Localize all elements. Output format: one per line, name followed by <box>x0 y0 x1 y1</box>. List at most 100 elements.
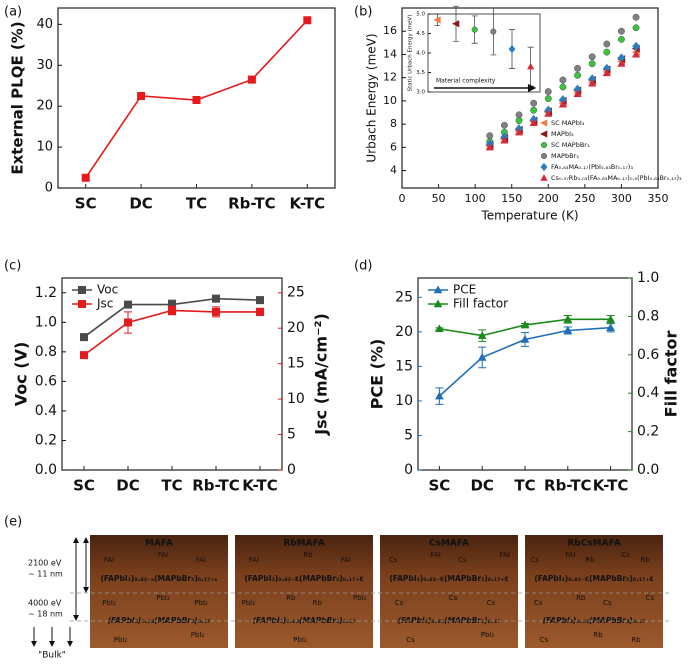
data-point <box>588 53 596 61</box>
x-tick-label: SC <box>73 477 95 495</box>
inset-point <box>490 28 497 35</box>
legend-label: Jsc <box>96 297 113 311</box>
y-tick-label: 0.4 <box>35 403 57 419</box>
inset-point <box>452 20 460 28</box>
data-point <box>573 89 582 97</box>
inset-y-label: Static Urbach Energy (meV) <box>408 15 414 92</box>
inset-y-tick-label: 3.0 <box>416 90 425 96</box>
data-point <box>618 35 625 43</box>
x-tick-label: K-TC <box>593 477 629 495</box>
inset-y-tick-label: 4.5 <box>416 31 425 37</box>
data-point <box>632 50 641 58</box>
panel-label: (d) <box>354 259 372 274</box>
data-point <box>486 132 494 140</box>
data-point <box>563 325 573 334</box>
y-tick-label: 6 <box>390 140 397 153</box>
legend-label: MAPbBr₃ <box>551 152 579 160</box>
box-title: MAFA <box>145 539 173 549</box>
y-tick-label: 10 <box>383 94 397 107</box>
data-point <box>212 307 220 316</box>
inset-point <box>433 16 441 24</box>
species-label: PbI₂ <box>156 594 170 602</box>
species-label: PbI₂ <box>293 636 307 644</box>
data-point <box>514 128 524 136</box>
y2-tick-label: 25 <box>287 285 305 301</box>
box-title: RbCsMAFA <box>567 539 620 549</box>
y2-tick-label: 10 <box>287 391 305 407</box>
y-tick-label: 0.2 <box>35 432 57 448</box>
y2-tick-label: 0.0 <box>637 462 659 478</box>
legend-label: SC MAPbBr₃ <box>551 141 590 149</box>
species-label: Rb <box>585 556 595 564</box>
y-tick-label: 8 <box>390 117 397 130</box>
plot-frame <box>417 277 633 471</box>
legend-marker <box>433 299 443 308</box>
y2-axis-label: Jsc (mA/cm⁻²) <box>312 313 331 436</box>
legend-marker <box>540 130 548 138</box>
species-label: Cs <box>395 599 404 607</box>
y-tick-label: 25 <box>395 289 413 305</box>
data-point <box>80 351 88 360</box>
depth-size: ~ 18 nm <box>28 610 63 619</box>
legend-label: SC MAPbI₃ <box>551 119 585 127</box>
y-axis-label: PCE (%) <box>368 339 387 410</box>
x-tick-label: 200 <box>538 192 559 205</box>
data-point <box>137 91 146 100</box>
data-point <box>303 16 312 25</box>
x-tick-label: SC <box>428 477 450 495</box>
surface-formula: (FAPbI₃)₀.₈₃₋ε(MAPbBr₃)₀.₁₇₊ε <box>389 574 508 583</box>
y2-tick-label: 5 <box>287 427 296 443</box>
species-label: Cs <box>531 556 540 564</box>
species-label: FAI <box>104 556 114 564</box>
panel-label: (e) <box>4 515 22 530</box>
species-label: PbI₂ <box>353 594 367 602</box>
data-point <box>606 314 615 323</box>
inset-point <box>527 62 535 70</box>
species-label: PbI₂ <box>191 631 205 639</box>
layer-box <box>380 535 518 648</box>
data-point <box>168 306 176 315</box>
species-label: Rb <box>576 594 586 602</box>
y-tick-label: 20 <box>395 324 413 340</box>
x-tick-label: K-TC <box>242 477 278 495</box>
data-point <box>192 96 201 105</box>
data-point <box>212 294 220 303</box>
legend-marker <box>540 174 548 181</box>
y-tick-label: 0.6 <box>35 373 57 389</box>
x-tick-label: DC <box>129 195 152 213</box>
data-point <box>588 79 597 87</box>
y2-tick-label: 15 <box>287 356 305 372</box>
legend-label: PCE <box>453 283 476 297</box>
y-tick-label: 0.0 <box>35 462 57 478</box>
y2-tick-label: 20 <box>287 320 305 336</box>
data-point <box>80 333 88 342</box>
species-label: Rb <box>313 599 323 607</box>
y-tick-label: 16 <box>383 24 397 37</box>
data-point <box>632 41 640 51</box>
species-label: Rb <box>286 594 296 602</box>
species-label: Rb <box>303 551 313 559</box>
y-tick-label: 15 <box>395 358 413 374</box>
panel-label: (a) <box>4 5 22 20</box>
species-label: FAI <box>500 551 510 559</box>
data-point <box>574 71 581 79</box>
inset-y-tick-label: 5.0 <box>416 12 425 18</box>
species-label: Cs <box>621 551 630 559</box>
box-title: CsMAFA <box>429 539 469 549</box>
inset-point <box>471 26 478 33</box>
data-point <box>618 27 625 35</box>
data-point <box>544 109 553 117</box>
species-label: Cs <box>645 594 654 602</box>
y2-tick-label: 0.4 <box>637 385 659 401</box>
y-tick-label: 10 <box>395 393 413 409</box>
data-point <box>606 323 615 332</box>
legend-marker <box>78 286 86 294</box>
data-point <box>529 118 538 127</box>
layer-box <box>235 535 373 648</box>
y-tick-label: 30 <box>36 58 53 73</box>
x-tick-label: DC <box>470 477 493 495</box>
data-point <box>500 121 508 129</box>
panel-label: (b) <box>354 5 372 20</box>
y2-tick-label: 0.8 <box>637 308 659 324</box>
